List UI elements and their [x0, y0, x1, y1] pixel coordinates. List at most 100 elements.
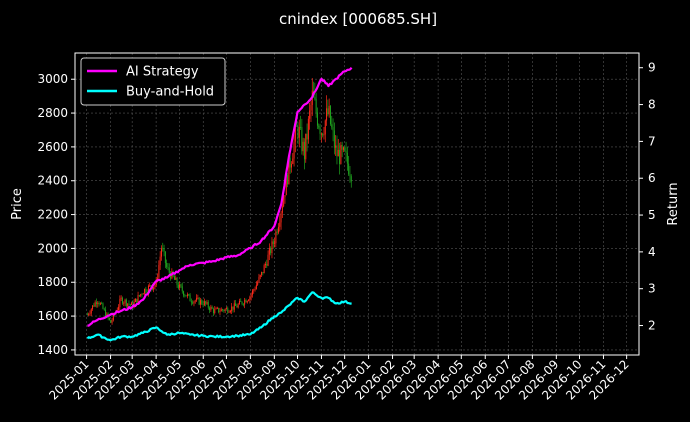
- candle-body: [337, 149, 339, 157]
- candle-body: [281, 206, 283, 213]
- candle-body: [175, 277, 177, 280]
- candle-body: [158, 265, 160, 278]
- candle-body: [149, 285, 151, 287]
- candle-body: [349, 174, 351, 177]
- candle-body: [302, 141, 304, 152]
- candle-body: [242, 304, 244, 305]
- y-left-tick-label: 2200: [37, 208, 68, 222]
- candle-body: [241, 301, 243, 305]
- candle-body: [97, 302, 99, 305]
- candle-body: [290, 163, 292, 168]
- candle-body: [162, 248, 164, 250]
- candle-body: [138, 295, 140, 296]
- candle-body: [323, 134, 325, 136]
- y-right-tick-label: 3: [648, 282, 656, 296]
- candle-body: [95, 302, 97, 305]
- candle-body: [270, 248, 272, 254]
- candle-body: [123, 302, 125, 304]
- candle-body: [101, 303, 103, 305]
- candle-body: [350, 176, 352, 182]
- candle-body: [257, 282, 259, 285]
- candle-body: [105, 309, 107, 317]
- candle-body: [329, 105, 331, 125]
- candle-body: [121, 297, 123, 304]
- candle-body: [277, 226, 279, 233]
- candle-body: [341, 144, 343, 150]
- candle-body: [202, 303, 204, 306]
- candle-body: [319, 127, 321, 134]
- candle-body: [224, 309, 226, 311]
- candle-body: [326, 108, 328, 121]
- candle-body: [228, 311, 230, 313]
- candle-body: [205, 301, 207, 304]
- candle-body: [339, 149, 341, 164]
- candle-body: [94, 302, 96, 307]
- candle-body: [340, 144, 342, 164]
- candle-body: [301, 127, 303, 152]
- candle-body: [254, 289, 256, 290]
- candle-body: [159, 256, 161, 266]
- candle-body: [235, 303, 237, 306]
- candle-body: [188, 294, 190, 296]
- candle-body: [314, 97, 316, 99]
- candle-body: [294, 125, 296, 142]
- candle-body: [245, 299, 247, 303]
- candle-body: [220, 309, 222, 312]
- candle-body: [300, 126, 302, 128]
- candle-body: [318, 125, 320, 128]
- candle-body: [240, 300, 242, 302]
- candle-body: [332, 127, 334, 131]
- candle-body: [93, 305, 95, 307]
- candle-body: [303, 141, 305, 160]
- candle-body: [173, 276, 175, 280]
- candle-body: [309, 110, 311, 119]
- candle-body: [167, 267, 169, 268]
- candle-body: [209, 307, 211, 311]
- candle-body: [346, 152, 348, 164]
- candle-body: [222, 309, 224, 311]
- candle-body: [264, 263, 266, 266]
- y-left-tick-label: 3000: [37, 72, 68, 86]
- candle-body: [275, 231, 277, 244]
- candle-body: [231, 306, 233, 311]
- candle-body: [185, 295, 187, 297]
- candle-body: [267, 254, 269, 266]
- candle-body: [320, 133, 322, 135]
- candle-body: [92, 305, 94, 310]
- candle-body: [344, 147, 346, 151]
- candle-body: [86, 314, 88, 316]
- candle-body: [88, 314, 90, 315]
- candle-body: [192, 302, 194, 304]
- candle-body: [103, 308, 105, 310]
- candle-body: [142, 293, 144, 295]
- candle-body: [229, 310, 231, 312]
- candle-body: [297, 126, 299, 138]
- candle-body: [268, 248, 270, 255]
- candle-body: [151, 287, 153, 290]
- candle-body: [250, 294, 252, 297]
- legend-label-ai-strategy: AI Strategy: [126, 65, 199, 80]
- candle-body: [118, 306, 120, 310]
- candle-body: [266, 263, 268, 266]
- candle-body: [248, 300, 250, 302]
- candle-body: [168, 267, 170, 273]
- candle-body: [262, 272, 264, 274]
- y-axis-left: 1400 1600 1800 2000 2200 2400 2600 2800 3000: [37, 72, 75, 357]
- candle-body: [198, 297, 200, 305]
- candle-body: [154, 285, 156, 287]
- y-right-tick-label: 7: [648, 134, 656, 148]
- candle-body: [287, 174, 289, 185]
- candle-body: [199, 300, 201, 305]
- candle-body: [180, 284, 182, 287]
- candle-body: [145, 288, 147, 293]
- candle-body: [124, 299, 126, 303]
- candle-body: [212, 308, 214, 314]
- candle-body: [144, 288, 146, 294]
- candle-body: [342, 147, 344, 150]
- candle-body: [259, 275, 261, 278]
- candle-body: [136, 298, 138, 303]
- candle-body: [218, 307, 220, 313]
- candles: [86, 78, 352, 325]
- candle-body: [194, 300, 196, 302]
- candle-body: [227, 308, 229, 313]
